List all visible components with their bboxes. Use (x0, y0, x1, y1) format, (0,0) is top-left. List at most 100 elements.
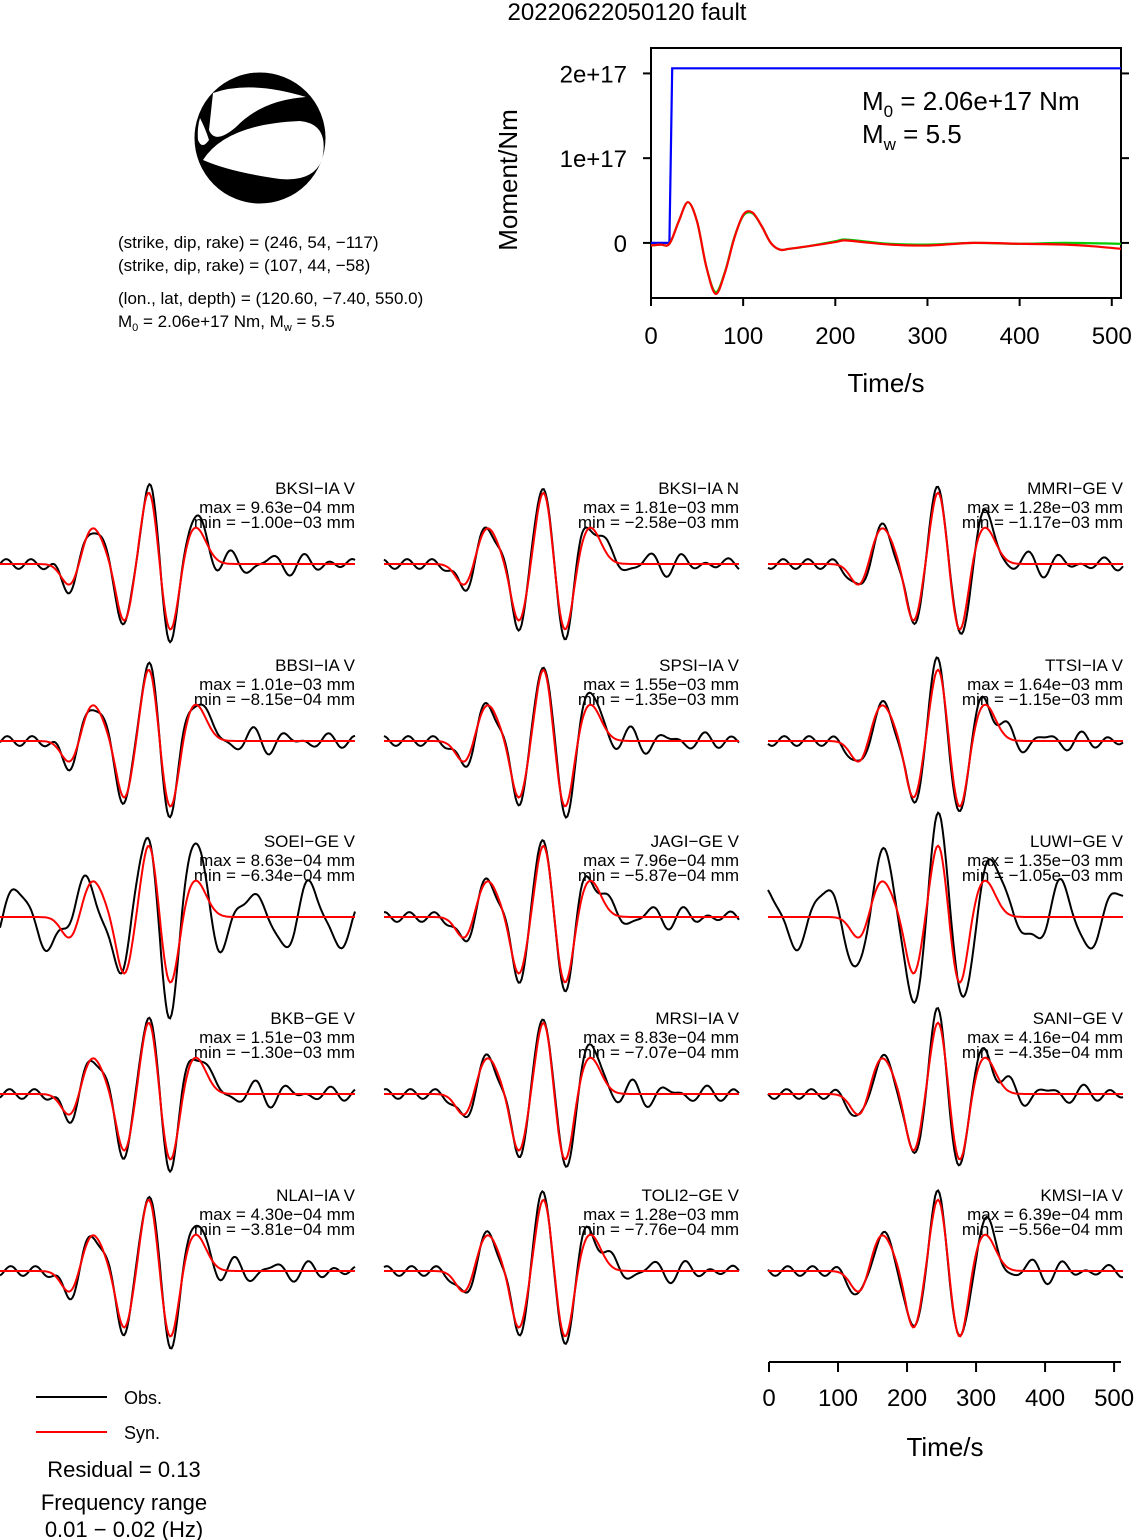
moment-y-tick-label: 0 (614, 231, 627, 258)
hypocenter: (lon., lat, depth) = (120.60, −7.40, 550… (118, 289, 423, 308)
waveform-max-label: max = 6.39e−04 mm (967, 1205, 1123, 1224)
moment-x-tick-label: 400 (1000, 323, 1040, 350)
moment-series-line (650, 201, 1122, 295)
waveform-max-label: max = 1.81e−03 mm (583, 498, 739, 517)
waveform-synthetic (768, 491, 1123, 631)
moment-plot-frame (650, 47, 1122, 299)
moment-x-tick-label: 0 (644, 323, 657, 350)
waveform-station-label: BKB−GE V (270, 1009, 355, 1028)
waveform-min-label: min = −7.07e−04 mm (578, 1043, 739, 1062)
moment-x-tick-label: 500 (1092, 323, 1132, 350)
waveform-station-label: MMRI−GE V (1027, 479, 1124, 498)
waveform-station-label: BKSI−IA N (658, 479, 739, 498)
moment-series-line (651, 67, 1121, 244)
waveform-synthetic (768, 1021, 1123, 1161)
waveform-station-label: TTSI−IA V (1045, 656, 1124, 675)
moment-y-tick-label: 1e+17 (560, 146, 627, 173)
moment-mw-annotation: Mw = 5.5 (862, 119, 962, 154)
waveform-station-label: MRSI−IA V (655, 1009, 739, 1028)
moment-xlabel: Time/s (847, 368, 924, 398)
waveform-max-label: max = 9.63e−04 mm (199, 498, 355, 517)
legend: Obs. Syn. (36, 1388, 162, 1443)
waveform-max-label: max = 1.51e−03 mm (199, 1028, 355, 1047)
waveform-time-axis: Time/s 0 100 200 300 400 500 (762, 1361, 1134, 1462)
waveform-synthetic (384, 844, 739, 984)
waveform-min-label: min = −1.05e−03 mm (962, 866, 1123, 885)
waveform-station-label: JAGI−GE V (651, 832, 740, 851)
moment-y-tick-label: 2e+17 (560, 61, 627, 88)
waveform-max-label: max = 1.55e−03 mm (583, 675, 739, 694)
waveform-observed (767, 811, 1124, 1005)
waveform-observed (0, 1195, 356, 1350)
waveform-synthetic (768, 844, 1123, 984)
waveform-min-label: min = −3.81e−04 mm (194, 1220, 355, 1239)
wave-x-tick-label: 500 (1094, 1385, 1134, 1412)
wave-x-tick-label: 300 (956, 1385, 996, 1412)
legend-obs-label: Obs. (124, 1388, 162, 1408)
waveform-max-label: max = 1.01e−03 mm (199, 675, 355, 694)
moment-x-tick-label: 200 (815, 323, 855, 350)
waveform-synthetic (384, 491, 739, 631)
waveform-synthetic (0, 492, 355, 631)
waveform-station-label: BKSI−IA V (275, 479, 356, 498)
residual-text: Residual = 0.13 (47, 1457, 201, 1482)
waveform-min-label: min = −1.17e−03 mm (962, 513, 1123, 532)
waveform-min-label: min = −2.58e−03 mm (578, 513, 739, 532)
waveform-station-label: NLAI−IA V (276, 1186, 356, 1205)
waveform-station-label: LUWI−GE V (1030, 832, 1124, 851)
waveform-synthetic (0, 1022, 355, 1161)
waveform-max-label: max = 7.96e−04 mm (583, 851, 739, 870)
waveform-synthetic (384, 668, 739, 808)
waveform-min-label: min = −1.30e−03 mm (194, 1043, 355, 1062)
waveform-min-label: min = −1.35e−03 mm (578, 690, 739, 709)
waveform-synthetic (384, 1198, 739, 1338)
wave-x-tick-label: 200 (887, 1385, 927, 1412)
waveform-max-label: max = 8.83e−04 mm (583, 1028, 739, 1047)
waveform-min-label: min = −7.76e−04 mm (578, 1220, 739, 1239)
waveform-max-label: max = 1.64e−03 mm (967, 675, 1123, 694)
waveform-min-label: min = −5.56e−04 mm (962, 1220, 1123, 1239)
waveform-synthetic (768, 1198, 1123, 1338)
wave-xlabel: Time/s (906, 1432, 983, 1462)
wave-x-tick-label: 0 (762, 1385, 775, 1412)
waveform-synthetic (0, 1199, 355, 1338)
waveform-synthetic (0, 845, 355, 984)
waveform-synthetic (768, 668, 1123, 808)
moment-x-tick-label: 300 (907, 323, 947, 350)
waveform-observed (0, 836, 356, 1020)
waveform-min-label: min = −1.00e−03 mm (194, 513, 355, 532)
moment-chart: 0 100 200 300 400 500 0 1e+17 2e+17 Moment/Nm Ti… (493, 47, 1132, 398)
frequency-title: Frequency range (41, 1490, 207, 1515)
waveform-station-label: KMSI−IA V (1040, 1186, 1123, 1205)
waveform-min-label: min = −8.15e−04 mm (194, 690, 355, 709)
waveform-observed (383, 839, 740, 993)
waveform-synthetic (384, 1021, 739, 1161)
nodal-plane-2: (strike, dip, rake) = (107, 44, −58) (118, 256, 370, 275)
waveform-max-label: max = 4.30e−04 mm (199, 1205, 355, 1224)
waveform-synthetic (0, 669, 355, 808)
waveform-station-label: SOEI−GE V (264, 832, 356, 851)
wave-x-tick-label: 400 (1025, 1385, 1065, 1412)
waveform-min-label: min = −5.87e−04 mm (578, 866, 739, 885)
wave-x-tick-label: 100 (818, 1385, 858, 1412)
moment-ylabel: Moment/Nm (493, 109, 523, 251)
fit-summary: Residual = 0.13 Frequency range 0.01 − 0… (41, 1457, 207, 1540)
waveform-max-label: max = 1.28e−03 mm (583, 1205, 739, 1224)
nodal-plane-1: (strike, dip, rake) = (246, 54, −117) (118, 233, 378, 252)
moment-m0-annotation: M0 = 2.06e+17 Nm (862, 86, 1080, 121)
moment-series (650, 67, 1122, 295)
frequency-range: 0.01 − 0.02 (Hz) (45, 1517, 203, 1540)
